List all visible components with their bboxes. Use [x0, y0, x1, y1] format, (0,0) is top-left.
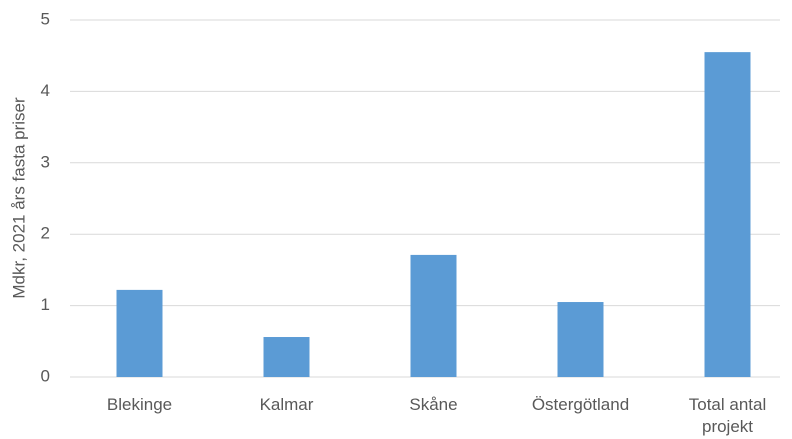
y-tick-label: 4: [41, 81, 50, 100]
x-tick-label: Östergötland: [531, 395, 630, 414]
bar: [557, 302, 604, 377]
y-tick-label: 3: [41, 152, 50, 171]
y-tick-label: 2: [41, 224, 50, 243]
bar: [704, 52, 751, 377]
x-tick-label: Kalmar: [259, 395, 314, 414]
y-tick-label: 1: [41, 295, 50, 314]
y-axis-label: Mdkr, 2021 års fasta priser: [9, 97, 28, 299]
x-tick-label: Skåne: [409, 395, 458, 414]
x-tick-label: Total antal projekt: [688, 395, 767, 436]
bar: [116, 289, 163, 377]
bar: [410, 254, 457, 377]
bar: [263, 337, 310, 377]
y-tick-label: 5: [41, 9, 50, 28]
y-tick-label: 0: [41, 366, 50, 385]
x-tick-label: Blekinge: [106, 395, 173, 414]
